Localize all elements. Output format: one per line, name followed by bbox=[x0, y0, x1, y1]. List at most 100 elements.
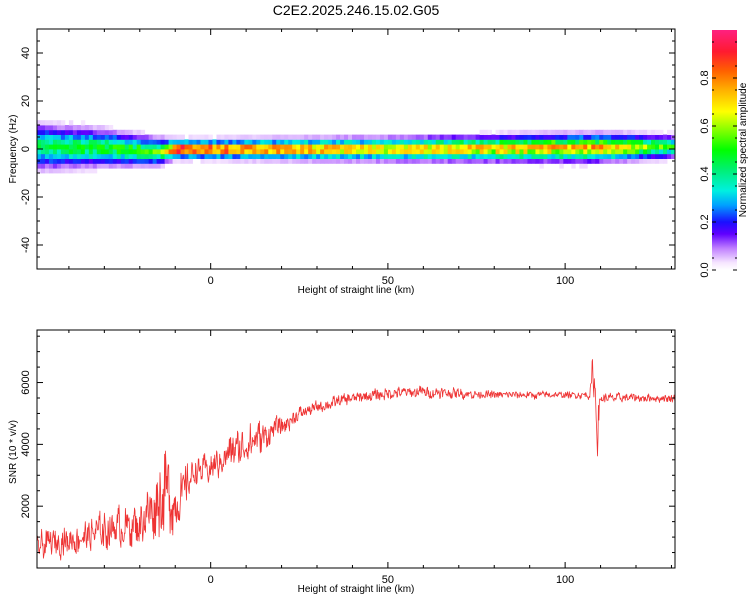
snr-x-axis-label: Height of straight line (km) bbox=[298, 584, 415, 595]
heatmap-cell bbox=[643, 139, 648, 145]
heatmap-cell bbox=[340, 144, 345, 150]
heatmap-cell bbox=[439, 149, 445, 155]
heatmap-cell bbox=[248, 139, 253, 145]
heatmap-cell bbox=[535, 149, 540, 155]
heatmap-cell bbox=[68, 158, 74, 164]
heatmap-cell bbox=[332, 149, 337, 155]
heatmap-cell bbox=[124, 129, 130, 135]
heatmap-cell bbox=[623, 139, 628, 145]
heatmap-cell bbox=[571, 129, 576, 135]
heatmap-cell bbox=[84, 125, 90, 131]
heatmap-cell bbox=[475, 149, 481, 155]
heatmap-cell bbox=[435, 149, 441, 155]
heatmap-cell bbox=[240, 134, 245, 140]
heatmap-cell bbox=[196, 139, 201, 145]
heatmap-cell bbox=[260, 139, 265, 145]
heatmap-cell bbox=[595, 134, 600, 140]
heatmap-cell bbox=[312, 153, 317, 159]
heatmap-cell bbox=[208, 139, 213, 145]
heatmap-cell bbox=[60, 168, 66, 174]
heatmap-cell bbox=[459, 134, 465, 140]
heatmap-cell bbox=[220, 149, 225, 155]
heatmap-cell bbox=[244, 144, 249, 150]
heatmap-cell bbox=[204, 149, 209, 155]
heatmap-cell bbox=[44, 163, 50, 169]
heatmap-cell bbox=[84, 144, 90, 150]
heatmap-cell bbox=[240, 144, 245, 150]
heatmap-cell bbox=[371, 149, 377, 155]
heatmap-cell bbox=[387, 134, 393, 140]
heatmap-cell bbox=[655, 144, 660, 150]
heatmap-cell bbox=[92, 134, 98, 140]
heatmap-cell bbox=[324, 134, 329, 140]
heatmap-cell bbox=[503, 139, 508, 145]
heatmap-cell bbox=[591, 149, 596, 155]
heatmap-cell bbox=[507, 139, 512, 145]
heatmap-cell bbox=[479, 153, 484, 159]
heatmap-cell bbox=[579, 134, 584, 140]
heatmap-cell bbox=[184, 144, 189, 150]
heatmap-cell bbox=[447, 144, 453, 150]
heatmap-cell bbox=[288, 139, 293, 145]
heatmap-cell bbox=[128, 129, 134, 135]
heatmap-cell bbox=[519, 134, 524, 140]
heatmap-cell bbox=[188, 144, 193, 150]
y-tick-label: 2000 bbox=[20, 494, 32, 518]
heatmap-cell bbox=[631, 134, 636, 140]
heatmap-cell bbox=[595, 129, 600, 135]
heatmap-cell bbox=[84, 139, 90, 145]
heatmap-cell bbox=[579, 129, 584, 135]
heatmap-cell bbox=[272, 158, 277, 164]
heatmap-cell bbox=[192, 139, 197, 145]
heatmap-cell bbox=[663, 153, 668, 159]
heatmap-cell bbox=[328, 144, 333, 150]
heatmap-cell bbox=[212, 153, 217, 159]
heatmap-cell bbox=[519, 158, 524, 164]
heatmap-cell bbox=[172, 153, 177, 159]
heatmap-cell bbox=[200, 144, 205, 150]
heatmap-cell bbox=[152, 149, 158, 155]
heatmap-cell bbox=[591, 139, 596, 145]
heatmap-cell bbox=[399, 134, 405, 140]
heatmap-cell bbox=[300, 149, 305, 155]
heatmap-cell bbox=[324, 153, 329, 159]
heatmap-cell bbox=[659, 153, 664, 159]
heatmap-cell bbox=[244, 158, 249, 164]
heatmap-cell bbox=[563, 139, 568, 145]
heatmap-cell bbox=[80, 120, 86, 126]
heatmap-cell bbox=[272, 153, 277, 159]
heatmap-cell bbox=[292, 134, 297, 140]
heatmap-cell bbox=[144, 144, 150, 150]
heatmap-cell bbox=[359, 134, 365, 140]
heatmap-cell bbox=[639, 134, 644, 140]
heatmap-cell bbox=[324, 139, 329, 145]
heatmap-cell bbox=[575, 144, 580, 150]
heatmap-cell bbox=[96, 149, 102, 155]
heatmap-cell bbox=[383, 144, 389, 150]
heatmap-cell bbox=[575, 153, 580, 159]
heatmap-cell bbox=[667, 144, 672, 150]
heatmap-cell bbox=[96, 144, 102, 150]
heatmap-cell bbox=[96, 139, 102, 145]
heatmap-cell bbox=[411, 134, 417, 140]
heatmap-cell bbox=[403, 158, 409, 164]
heatmap-cell bbox=[631, 129, 636, 135]
heatmap-cell bbox=[487, 158, 492, 164]
heatmap-cell bbox=[132, 139, 138, 145]
heatmap-cell bbox=[296, 153, 301, 159]
heatmap-cell bbox=[511, 153, 516, 159]
heatmap-cell bbox=[647, 139, 652, 145]
heatmap-cell bbox=[40, 149, 46, 155]
figure-title: C2E2.2025.246.15.02.G05 bbox=[273, 2, 440, 18]
heatmap-cell bbox=[583, 134, 588, 140]
heatmap-cell bbox=[212, 149, 217, 155]
heatmap-cell bbox=[619, 158, 624, 164]
heatmap-cell bbox=[332, 134, 337, 140]
heatmap-cell bbox=[459, 153, 465, 159]
heatmap-cell bbox=[244, 134, 249, 140]
heatmap-cell bbox=[344, 144, 349, 150]
heatmap-cell bbox=[475, 139, 481, 145]
heatmap-cell bbox=[48, 134, 54, 140]
heatmap-cell bbox=[152, 139, 158, 145]
